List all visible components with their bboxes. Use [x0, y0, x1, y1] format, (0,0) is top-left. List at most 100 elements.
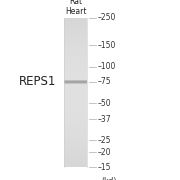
Bar [64, 101, 87, 102]
Text: –50: –50 [98, 99, 112, 108]
Bar [64, 32, 87, 33]
Bar [64, 38, 87, 39]
Bar [64, 48, 87, 49]
Bar [64, 105, 87, 106]
Bar [64, 138, 87, 139]
Text: (kd): (kd) [101, 177, 117, 180]
Bar [64, 22, 87, 23]
Bar [64, 112, 87, 113]
Bar [64, 146, 87, 147]
Bar [64, 127, 87, 128]
Bar [64, 130, 87, 131]
Bar [64, 89, 87, 90]
Bar [64, 162, 87, 163]
Bar [64, 27, 87, 28]
Bar [64, 109, 87, 110]
Bar [64, 96, 87, 97]
Bar [64, 119, 87, 120]
Bar [64, 77, 87, 78]
Bar [64, 34, 87, 35]
Bar [64, 36, 87, 37]
Bar [64, 44, 87, 45]
Bar [64, 156, 87, 157]
Bar [64, 126, 87, 127]
Bar [64, 67, 87, 68]
Bar [64, 157, 87, 158]
Bar [64, 45, 87, 46]
Bar [64, 133, 87, 134]
Bar [64, 66, 87, 67]
Bar [64, 28, 87, 29]
Bar [64, 24, 87, 25]
Text: –75: –75 [98, 77, 112, 86]
Bar [64, 18, 87, 19]
Bar [64, 78, 87, 79]
Bar [64, 64, 87, 65]
Bar [64, 151, 87, 152]
Bar [64, 131, 87, 132]
Bar [64, 39, 87, 40]
Text: –250: –250 [98, 14, 116, 22]
Bar [64, 97, 87, 98]
Bar [64, 68, 87, 69]
Bar [64, 61, 87, 62]
Bar [64, 83, 87, 84]
Bar [64, 154, 87, 155]
Bar [64, 23, 87, 24]
Text: –100: –100 [98, 62, 116, 71]
Bar [64, 92, 87, 93]
Bar [64, 128, 87, 129]
Bar [64, 35, 87, 36]
Bar [64, 108, 87, 109]
Bar [64, 122, 87, 123]
Bar [64, 159, 87, 160]
Bar [64, 85, 87, 86]
Bar [64, 160, 87, 161]
Bar [64, 74, 87, 75]
Bar [64, 46, 87, 47]
Bar [64, 91, 87, 92]
Bar [64, 93, 87, 94]
Text: –20: –20 [98, 148, 112, 157]
Bar [64, 153, 87, 154]
Bar [64, 59, 87, 60]
Bar [64, 115, 87, 116]
Bar [64, 88, 87, 89]
Bar [64, 161, 87, 162]
Bar [64, 152, 87, 153]
Bar [64, 26, 87, 27]
Bar [64, 30, 87, 31]
Bar [64, 134, 87, 135]
Bar [64, 90, 87, 91]
Text: –25: –25 [98, 136, 112, 145]
Bar [64, 99, 87, 100]
Bar [64, 141, 87, 142]
Bar [64, 136, 87, 137]
Bar [64, 155, 87, 156]
Bar [64, 70, 87, 71]
Bar [64, 118, 87, 119]
Bar [64, 80, 87, 81]
Bar [64, 113, 87, 114]
Bar [64, 31, 87, 32]
Bar [64, 29, 87, 30]
Bar [64, 125, 87, 126]
Bar [64, 62, 87, 63]
Bar [64, 25, 87, 26]
Bar [64, 139, 87, 140]
Bar [64, 132, 87, 133]
Bar [64, 142, 87, 143]
Bar [64, 129, 87, 130]
Bar [64, 72, 87, 73]
Text: Rat
Heart: Rat Heart [65, 0, 86, 16]
Bar [64, 158, 87, 159]
Bar [64, 110, 87, 111]
Bar [64, 41, 87, 42]
Bar [64, 121, 87, 122]
Bar [64, 145, 87, 146]
Bar [64, 103, 87, 104]
Bar [64, 82, 87, 83]
Bar [64, 148, 87, 149]
Bar [64, 114, 87, 115]
Bar [64, 106, 87, 107]
